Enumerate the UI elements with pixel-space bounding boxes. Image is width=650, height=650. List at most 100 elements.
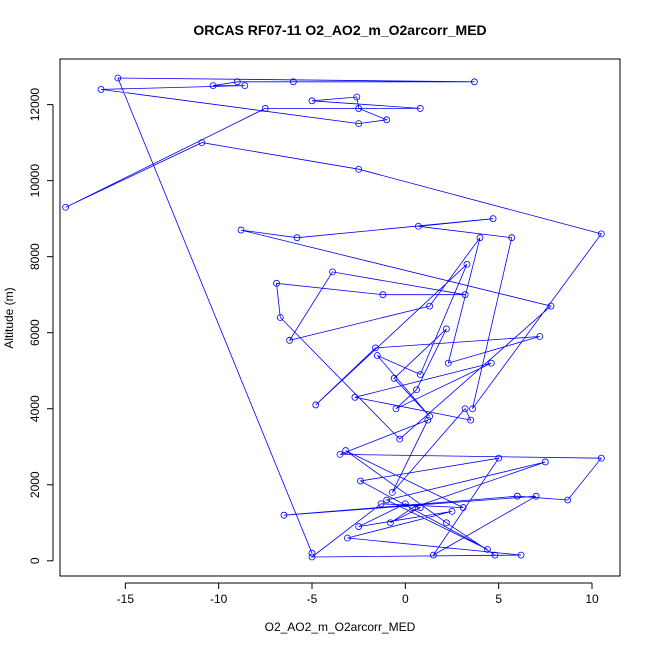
data-point	[532, 492, 540, 500]
data-point	[276, 314, 284, 321]
data-point	[416, 504, 424, 511]
y-tick-label: 2000	[28, 471, 42, 498]
data-point	[442, 519, 450, 527]
data-point	[237, 226, 245, 234]
data-point	[409, 504, 417, 511]
data-point	[280, 511, 288, 519]
x-axis: -15 -10 -5 0 5 10	[117, 582, 599, 606]
data-point	[484, 545, 491, 553]
data-point	[329, 268, 336, 276]
data-point	[470, 78, 478, 86]
data-point	[491, 551, 499, 559]
data-point	[97, 86, 105, 93]
data-point	[541, 458, 549, 466]
y-axis-label: Altitude (m)	[2, 287, 16, 348]
data-point	[459, 504, 467, 511]
x-tick-label: 5	[495, 592, 502, 606]
data-point	[414, 222, 422, 230]
data-point	[209, 82, 217, 90]
data-point	[351, 393, 359, 401]
data-point	[495, 454, 503, 462]
data-point	[461, 291, 469, 299]
data-point	[386, 519, 394, 527]
data-point	[308, 549, 316, 557]
series-line	[65, 77, 603, 558]
data-point	[114, 74, 122, 82]
data-point	[513, 492, 521, 500]
data-point	[396, 435, 404, 443]
data-point	[401, 500, 409, 508]
data-point	[308, 97, 316, 105]
x-tick-label: -15	[117, 592, 135, 606]
x-tick-label: -5	[307, 592, 318, 606]
data-point	[442, 325, 450, 333]
data-point	[597, 230, 605, 238]
data-point	[536, 333, 544, 340]
data-point	[289, 78, 297, 86]
data-point	[342, 447, 350, 454]
data-point	[476, 234, 484, 242]
data-point	[198, 139, 206, 147]
data-point	[355, 165, 363, 173]
data-point	[62, 203, 69, 211]
data-point	[426, 302, 434, 310]
data-point	[286, 336, 294, 344]
data-point	[426, 412, 434, 420]
data-point	[357, 477, 364, 485]
series-layer	[62, 74, 605, 561]
data-point	[564, 496, 572, 504]
y-tick-label: 10000	[28, 164, 42, 198]
data-point	[517, 551, 525, 559]
y-axis: 0 2000 4000 6000 8000 10000 12000	[28, 88, 54, 564]
x-tick-label: 0	[402, 592, 409, 606]
x-tick-label: -10	[210, 592, 228, 606]
data-point	[597, 454, 605, 462]
x-tick-label: 10	[585, 592, 599, 606]
data-point	[444, 359, 452, 367]
data-point	[377, 500, 385, 508]
data-point	[547, 302, 555, 310]
data-point	[355, 105, 363, 112]
y-tick-label: 12000	[28, 88, 42, 122]
data-point	[308, 553, 316, 561]
data-point	[448, 507, 456, 515]
data-point	[429, 551, 437, 559]
data-point	[467, 416, 475, 424]
chart-title: ORCAS RF07-11 O2_AO2_m_O2arcorr_MED	[193, 22, 486, 38]
data-point	[424, 416, 432, 424]
data-point	[390, 374, 398, 382]
y-tick-label: 8000	[28, 243, 42, 270]
data-point	[233, 78, 241, 86]
data-point	[416, 105, 424, 112]
data-point	[379, 291, 387, 299]
data-point	[461, 405, 469, 413]
data-point	[355, 523, 363, 530]
data-point	[241, 82, 249, 90]
data-point	[344, 534, 351, 542]
data-point	[508, 234, 516, 242]
data-point	[413, 386, 420, 394]
data-point	[355, 120, 363, 128]
data-point	[463, 260, 471, 268]
data-point	[261, 105, 269, 112]
data-point	[372, 344, 379, 352]
data-point	[487, 359, 495, 367]
plot-frame	[59, 58, 621, 577]
data-point	[388, 488, 396, 496]
y-tick-label: 0	[28, 557, 42, 564]
y-tick-label: 4000	[28, 395, 42, 422]
data-point	[293, 234, 301, 242]
data-point	[273, 279, 280, 287]
data-point	[336, 450, 344, 458]
data-point	[373, 352, 381, 359]
data-point	[383, 116, 391, 124]
data-point	[312, 401, 320, 409]
data-point	[353, 93, 361, 101]
x-axis-label: O2_AO2_m_O2arcorr_MED	[265, 620, 416, 634]
y-tick-label: 6000	[28, 319, 42, 346]
data-point	[469, 405, 476, 413]
data-point	[416, 371, 424, 378]
data-point	[489, 215, 497, 223]
data-point	[383, 496, 391, 504]
